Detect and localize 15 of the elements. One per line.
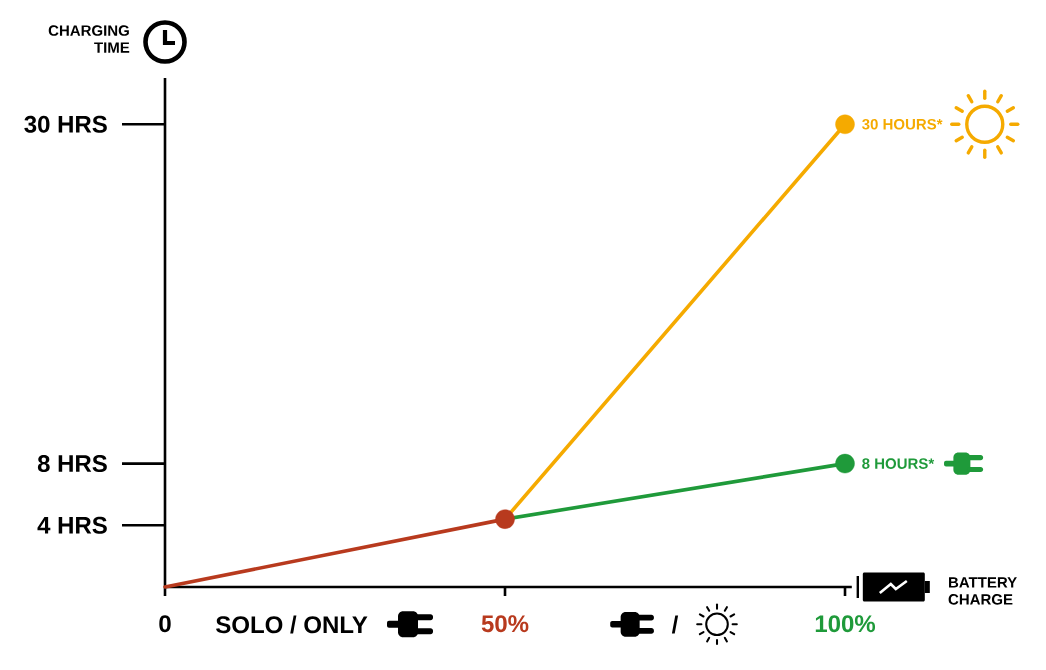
- y-tick-label: 4 HRS: [37, 516, 107, 534]
- text: SOLO / ONLY: [216, 615, 368, 634]
- point: [835, 114, 855, 134]
- data-label: 30 HOURS*: [862, 118, 943, 130]
- y-tick-label: 8 HRS: [37, 455, 107, 473]
- y-axis-title: CHARGING TIME: [48, 25, 130, 53]
- y-tick-label: 30 HRS: [24, 115, 107, 133]
- x-axis-title: BATTERY CHARGE: [948, 577, 1017, 605]
- x-tick-label: 100%: [815, 615, 876, 633]
- point: [835, 453, 855, 474]
- text: /: [671, 615, 679, 634]
- point: [495, 509, 515, 529]
- x-tick-label: 50%: [481, 615, 529, 633]
- x-tick-label: 0: [159, 615, 171, 633]
- data-label: 8 HOURS*: [862, 458, 935, 469]
